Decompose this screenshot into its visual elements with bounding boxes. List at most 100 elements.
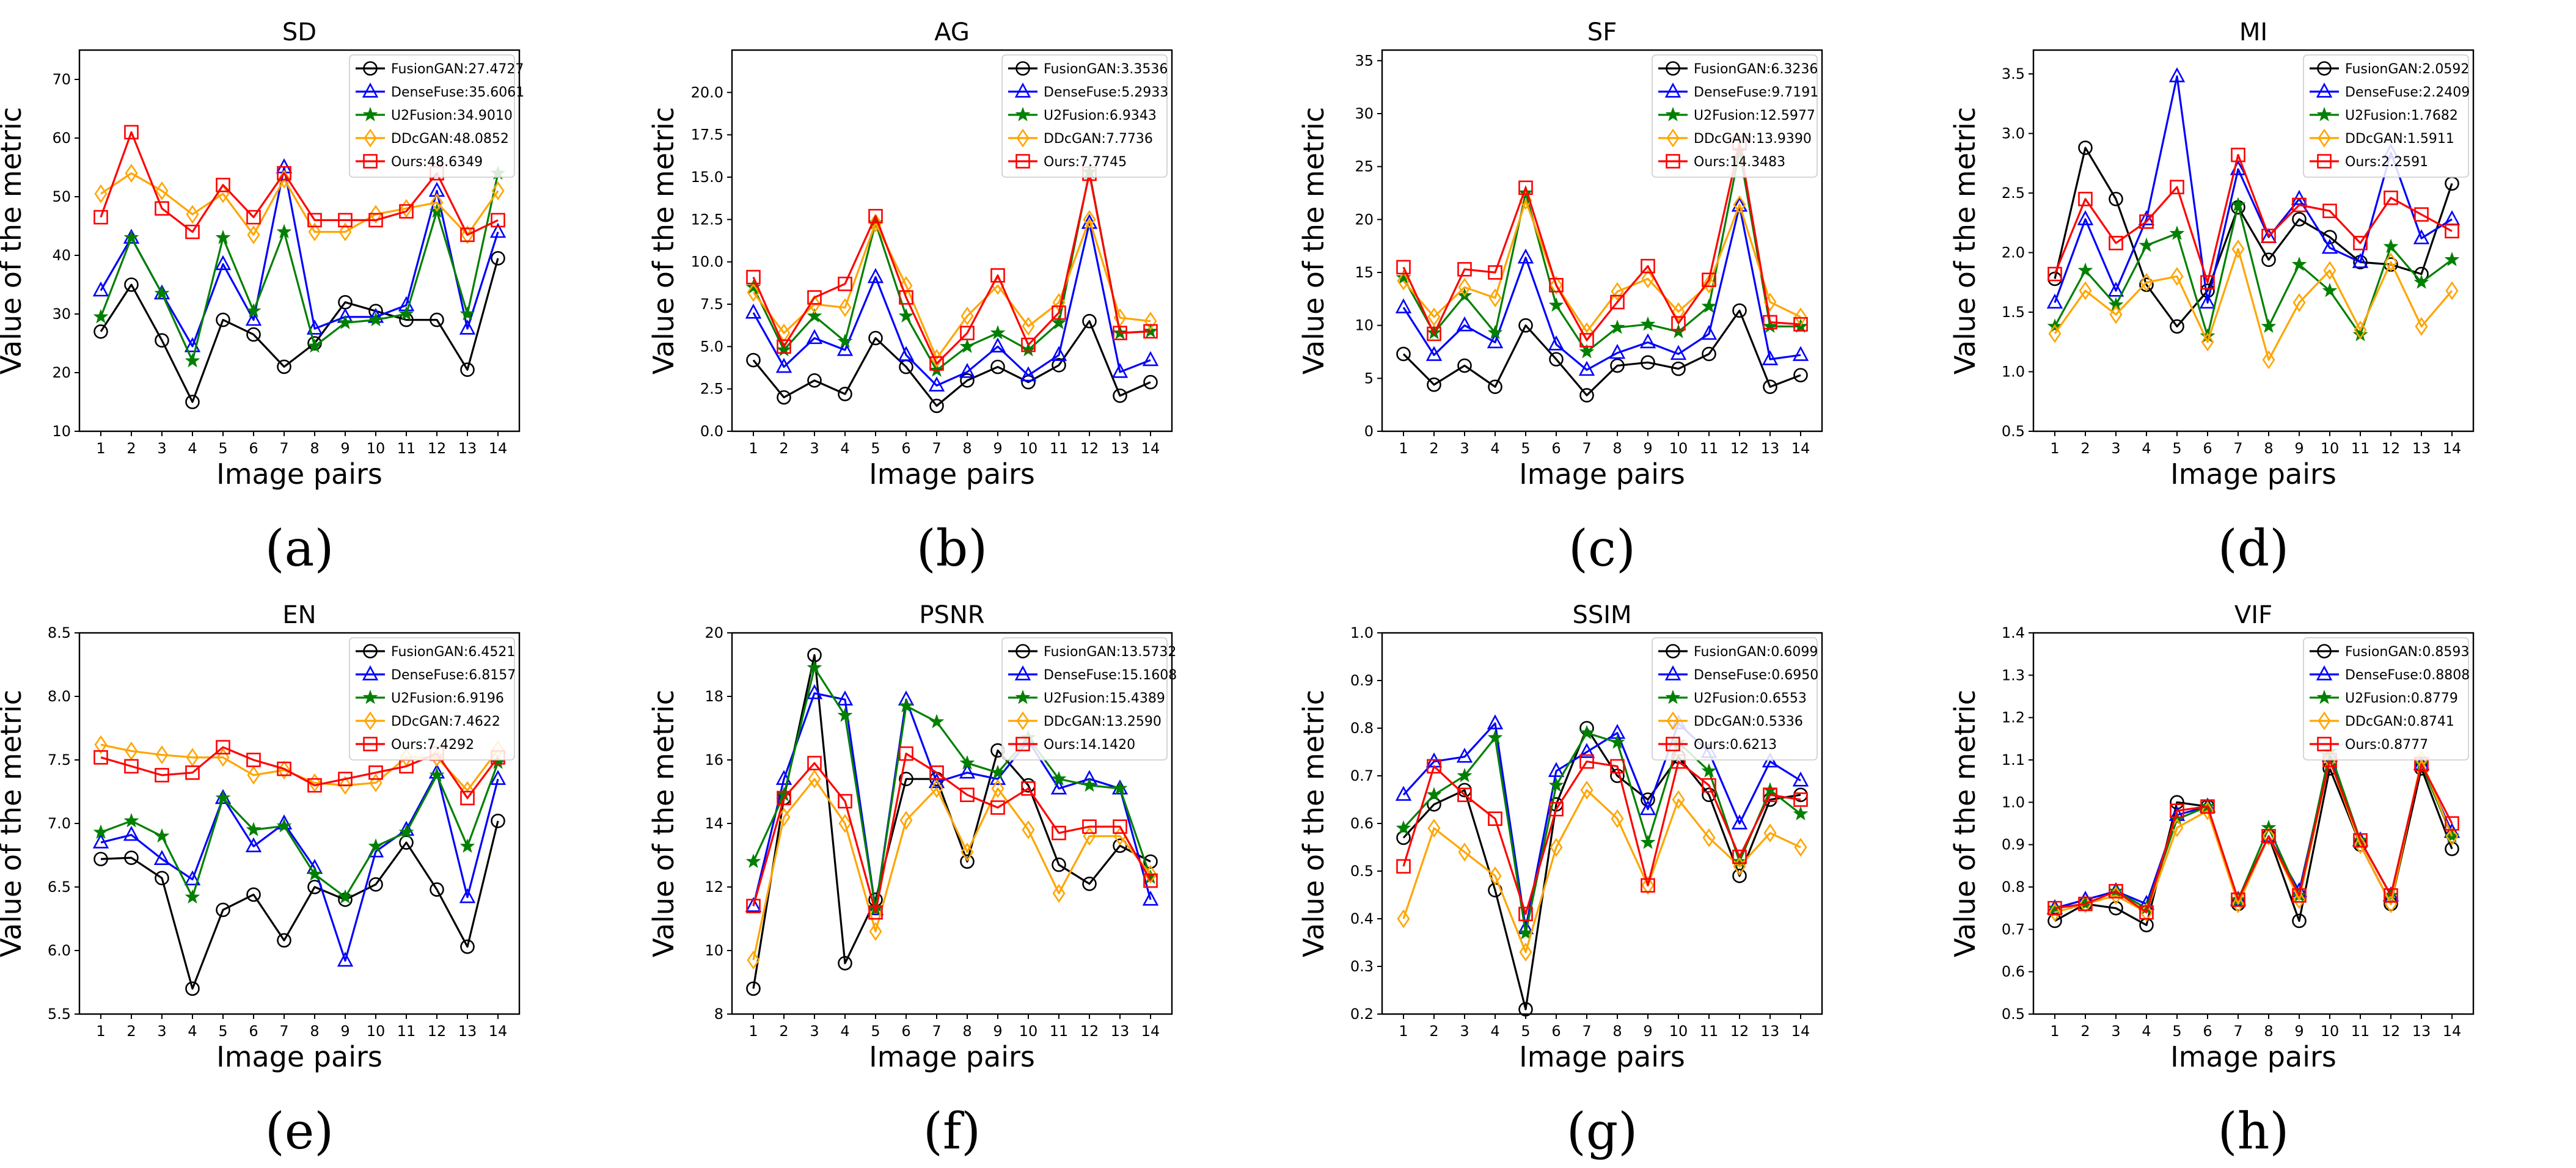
data-point-u2fusion (1051, 315, 1067, 330)
data-point-ours (929, 356, 944, 371)
x-tick-label: 7 (1582, 440, 1591, 457)
x-tick-label: 12 (428, 1023, 447, 1040)
data-point-ddcgan (308, 222, 321, 242)
data-point-ours (1518, 907, 1533, 921)
data-point-ours (1488, 811, 1502, 826)
y-axis-label: Value of the metric (1948, 690, 1981, 957)
legend-marker-ours (1666, 737, 1680, 751)
data-point-u2fusion (398, 305, 414, 321)
data-point-ddcgan (186, 205, 199, 224)
legend: FusionGAN:6.4521 DenseFuse:6.8157 U2Fusion… (349, 637, 516, 761)
legend-marker-ddcgan (2318, 128, 2331, 148)
data-point-ours (868, 208, 883, 224)
legend-marker-fusiongan (1666, 644, 1680, 659)
data-point-fusiongan (838, 387, 852, 401)
x-axis-label: Image pairs (869, 1040, 1035, 1073)
data-point-ddcgan (216, 748, 230, 767)
data-point-ddcgan (2445, 827, 2459, 846)
data-point-ddcgan (1794, 838, 1807, 857)
data-point-ours (899, 746, 913, 761)
data-point-ddcgan (1144, 864, 1157, 884)
data-point-u2fusion (2139, 237, 2154, 252)
x-tick-label: 9 (1643, 1023, 1652, 1040)
data-point-fusiongan (2261, 252, 2276, 268)
data-point-ours (929, 765, 944, 780)
x-tick-label: 14 (1791, 440, 1810, 457)
legend-marker-ours (2317, 154, 2332, 169)
x-tick-label: 5 (1521, 1023, 1530, 1040)
legend-entry: DDcGAN:13.2590 (1044, 714, 1162, 729)
legend-marker-densefuse (1014, 665, 1031, 681)
data-point-densefuse (245, 837, 262, 853)
series-line-ours (2054, 759, 2453, 914)
data-point-densefuse (1456, 747, 1473, 763)
y-tick-label: 1.3 (2002, 666, 2025, 684)
data-point-densefuse (1792, 346, 1809, 361)
panel-sublabel: (g) (1567, 1103, 1637, 1161)
panel-title: AG (934, 18, 970, 46)
data-point-fusiongan (1518, 318, 1533, 333)
data-point-u2fusion (246, 303, 262, 318)
data-point-u2fusion (745, 853, 761, 868)
x-tick-label: 1 (1399, 440, 1408, 457)
x-tick-label: 14 (489, 440, 508, 457)
data-point-ddcgan (1458, 277, 1471, 297)
data-point-ours (1427, 759, 1441, 774)
data-point-u2fusion (2291, 256, 2307, 271)
data-point-ddcgan (1083, 210, 1096, 229)
x-tick-label: 1 (748, 440, 758, 457)
data-point-ours (2445, 224, 2459, 239)
data-point-ddcgan (1733, 195, 1746, 214)
y-tick-label: 60 (52, 130, 71, 147)
series-line-densefuse (100, 166, 499, 348)
data-point-ddcgan (1458, 842, 1471, 862)
data-point-u2fusion (1051, 771, 1067, 786)
legend-box (1001, 54, 1168, 178)
data-point-u2fusion (2383, 238, 2399, 254)
data-point-ours (1732, 849, 1747, 864)
x-tick-label: 9 (1643, 440, 1652, 457)
data-point-ours (1082, 819, 1097, 834)
x-tick-label: 8 (2264, 1023, 2273, 1040)
y-tick-label: 1.0 (2002, 794, 2025, 811)
data-point-ours (1549, 801, 1564, 817)
x-tick-label: 11 (397, 440, 416, 457)
data-point-ddcgan (899, 811, 913, 830)
x-tick-label: 6 (1551, 440, 1561, 457)
data-point-ddcgan (2384, 252, 2398, 272)
x-tick-label: 13 (458, 1023, 477, 1040)
data-point-u2fusion (1548, 297, 1564, 312)
data-point-ours (124, 125, 139, 140)
legend-entry: U2Fusion:6.9343 (1044, 108, 1157, 123)
x-axis-label: Image pairs (216, 458, 382, 491)
data-point-densefuse (153, 850, 170, 865)
data-point-u2fusion (1548, 777, 1564, 792)
legend-marker-fusiongan (363, 61, 378, 76)
x-tick-label: 4 (188, 440, 197, 457)
legend-marker-fusiongan (2317, 644, 2332, 659)
legend-marker-ddcgan (1666, 128, 1680, 148)
panel-sublabel: (h) (2218, 1103, 2289, 1161)
x-tick-label: 6 (2203, 440, 2212, 457)
data-point-ddcgan (1427, 307, 1441, 327)
legend: FusionGAN:0.8593 DenseFuse:0.8808 U2Fusion… (2303, 637, 2470, 761)
data-point-ddcgan (869, 922, 882, 941)
data-point-fusiongan (430, 882, 444, 897)
data-point-ddcgan (430, 193, 444, 213)
data-point-fusiongan (491, 814, 505, 828)
legend-entry: DenseFuse:6.8157 (391, 668, 516, 683)
data-point-u2fusion (1732, 853, 1747, 868)
data-point-densefuse (745, 304, 762, 319)
data-point-densefuse (489, 770, 507, 785)
legend: FusionGAN:0.6099 DenseFuse:0.6950 U2Fusion… (1652, 637, 1818, 761)
y-tick-label: 2.5 (700, 381, 723, 398)
data-point-u2fusion (368, 838, 384, 853)
x-tick-label: 3 (810, 440, 819, 457)
data-point-u2fusion (1640, 316, 1656, 331)
x-tick-label: 11 (1050, 440, 1069, 457)
data-point-fusiongan (368, 877, 383, 892)
series-line-u2fusion (100, 762, 499, 899)
data-point-densefuse (245, 310, 262, 326)
x-tick-label: 1 (2050, 1023, 2059, 1040)
data-point-densefuse (1731, 196, 1748, 212)
